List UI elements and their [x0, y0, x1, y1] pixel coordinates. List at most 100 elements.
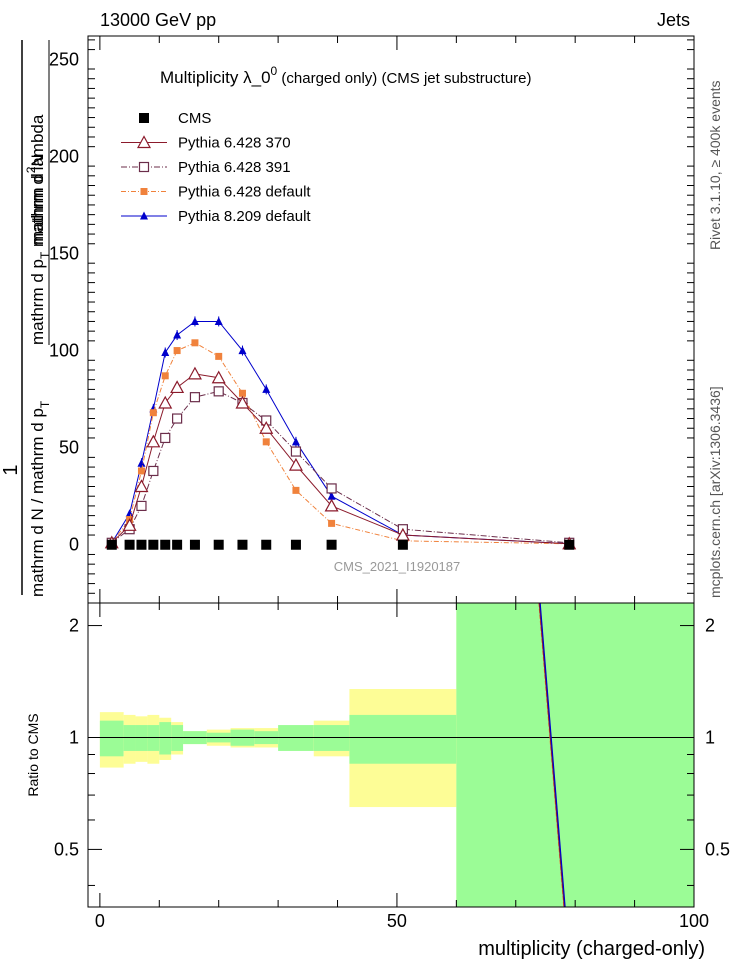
- data-point-p370: [259, 420, 274, 434]
- legend-label: CMS: [178, 110, 211, 127]
- legend-entry-pdef: Pythia 6.428 default: [121, 184, 311, 201]
- legend-entry-p8: Pythia 8.209 default: [121, 208, 311, 225]
- data-point-pdef: [292, 486, 300, 494]
- main-y-label: 1 mathrm d N / mathrm d pT mathrm d2N ma…: [0, 40, 52, 597]
- data-point-p8: [137, 458, 146, 467]
- ratio-line-p8: [539, 602, 566, 908]
- data-point-cms: [172, 539, 183, 550]
- data-point-p370: [235, 395, 250, 409]
- header-category: Jets: [657, 10, 690, 30]
- ratio-y-label: Ratio to CMS: [25, 713, 41, 796]
- data-point-pdef: [149, 409, 157, 417]
- ratio-uncertainty-bands: [88, 603, 694, 907]
- ratio-band-inner: [99, 720, 124, 757]
- legend-marker: [136, 135, 152, 149]
- data-point-p370: [146, 434, 161, 448]
- data-point-p8: [214, 316, 223, 325]
- data-point-pdef: [191, 339, 199, 347]
- ratio-tick-label-left: 2: [69, 616, 79, 636]
- data-point-p391: [136, 500, 147, 512]
- ylabel-denominator: mathrm d N / mathrm d pT: [28, 400, 52, 597]
- data-point-p8: [125, 509, 134, 518]
- legend-marker: [140, 211, 148, 220]
- legend-entry-cms: CMS: [139, 110, 211, 127]
- y-tick-label: 200: [49, 146, 79, 166]
- x-axis-label: multiplicity (charged-only): [478, 938, 705, 960]
- data-point-cms: [106, 539, 117, 550]
- ratio-band-inner: [278, 725, 314, 751]
- title-rest: (charged only) (CMS jet substructure): [277, 70, 531, 87]
- data-point-p391: [189, 392, 201, 403]
- legend-marker: [138, 161, 150, 173]
- series-line-p8: [111, 320, 570, 545]
- legend-marker: [139, 113, 149, 123]
- data-point-p391: [160, 432, 171, 444]
- series-line-p370: [111, 373, 570, 545]
- legend-label: Pythia 6.428 370: [178, 135, 291, 152]
- data-point-cms: [261, 539, 272, 550]
- x-tick-label: 100: [679, 911, 709, 931]
- data-point-p370: [158, 395, 173, 409]
- data-point-p391: [290, 446, 302, 457]
- data-point-p391: [172, 413, 183, 424]
- data-point-p370: [134, 479, 149, 493]
- data-point-pdef: [161, 372, 169, 380]
- data-point-pdef: [173, 347, 181, 355]
- data-point-p8: [291, 437, 300, 446]
- data-point-p8: [327, 491, 336, 500]
- ratio-band-inner: [171, 725, 184, 751]
- ylabel-numerator: mathrm d2N: [24, 154, 47, 245]
- data-point-cms: [160, 539, 171, 550]
- legend: CMS Pythia 6.428 370 Pythia 6.428 391 Pythi…: [121, 110, 311, 225]
- ratio-band-inner: [147, 725, 160, 751]
- legend-marker: [140, 188, 148, 195]
- data-point-cms: [148, 539, 159, 550]
- plot-title: Multiplicity λ_00 (charged only) (CMS je…: [160, 64, 532, 87]
- title-sup: 0: [271, 64, 278, 78]
- x-tick-label: 50: [387, 911, 407, 931]
- data-point-cms: [189, 539, 200, 550]
- mcplots-label: mcplots.cern.ch [arXiv:1306.3436]: [707, 386, 723, 598]
- ratio-band-inner: [349, 714, 457, 764]
- data-point-p8: [173, 330, 182, 339]
- analysis-id: CMS_2021_I1920187: [334, 559, 461, 574]
- ratio-tick-label-left: 0.5: [54, 839, 79, 859]
- legend-entry-p370: Pythia 6.428 370: [121, 135, 291, 152]
- data-point-p391: [326, 483, 337, 494]
- rivet-label: Rivet 3.1.10, ≥ 400k events: [707, 80, 723, 250]
- data-point-p391: [213, 386, 224, 397]
- data-point-cms: [564, 539, 575, 550]
- data-point-p370: [122, 518, 137, 531]
- data-point-pdef: [238, 389, 246, 397]
- ratio-band-inner: [456, 603, 694, 907]
- series-cms: [106, 539, 575, 550]
- series-p370: [104, 366, 577, 550]
- data-point-cms: [124, 539, 135, 550]
- legend-entry-p391: Pythia 6.428 391: [121, 159, 291, 176]
- ratio-tick-label-right: 0.5: [705, 839, 730, 859]
- ratio-band-inner: [123, 725, 136, 751]
- ratio-band-inner: [159, 722, 172, 755]
- y-tick-label: 100: [49, 341, 79, 361]
- data-point-p391: [148, 465, 159, 477]
- data-point-p8: [161, 348, 170, 357]
- axes: 0 50 100 0 50 100 150 200 250 0.5 0.5 1 1 2 2: [49, 35, 730, 931]
- data-point-pdef: [328, 519, 336, 527]
- series-pdef: [108, 339, 573, 548]
- title-main: Multiplicity λ_0: [160, 68, 271, 87]
- data-point-p370: [324, 498, 339, 512]
- data-point-p370: [170, 380, 185, 394]
- ratio-band-inner: [313, 725, 350, 751]
- data-point-p370: [211, 370, 226, 384]
- y-tick-label: 0: [69, 535, 79, 555]
- ratio-line-p370: [538, 602, 565, 908]
- data-point-cms: [136, 539, 147, 550]
- series-line-pdef: [111, 342, 570, 545]
- y-tick-label: 50: [59, 438, 79, 458]
- data-point-p370: [187, 366, 202, 380]
- data-point-cms: [326, 539, 337, 550]
- data-point-p8: [190, 316, 199, 325]
- data-point-cms: [397, 539, 408, 550]
- data-point-p8: [262, 384, 271, 393]
